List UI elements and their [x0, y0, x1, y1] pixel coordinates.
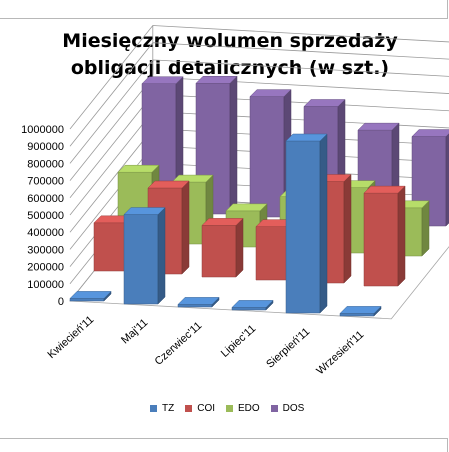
legend-item-dos: DOS: [270, 402, 305, 414]
y-tick-label: 200000: [27, 262, 64, 274]
legend-label-dos: DOS: [282, 402, 305, 414]
y-tick-label: 400000: [27, 227, 64, 239]
x-category-label: Sierpień'11: [264, 326, 312, 371]
bar-tz-1: [123, 206, 166, 305]
y-axis-ticks: 0 100000 200000 300000 400000 500000 600000 700…: [21, 124, 64, 308]
legend-item-coi: COI: [185, 403, 215, 414]
x-category-label: Lipiec'11: [219, 323, 258, 360]
x-axis-categories: Kwiecień'11 Maj'11 Czerwiec'11 Lipiec'11 Sie…: [46, 314, 367, 378]
bar-tz-3: [231, 299, 274, 311]
y-tick-label: 900000: [27, 141, 64, 153]
y-tick-label: 800000: [27, 158, 64, 170]
legend-swatch-dos: [270, 404, 278, 412]
legend-swatch-coi: [185, 404, 193, 412]
legend-label-coi: COI: [197, 402, 215, 414]
y-tick-label: 500000: [27, 210, 64, 222]
legend-swatch-tz: [150, 404, 157, 412]
bar-tz-4: [285, 133, 328, 314]
y-tick-label: 700000: [27, 176, 64, 188]
x-category-label: Wrzesień'11: [314, 329, 366, 378]
legend-label-tz: TZ: [162, 402, 175, 414]
x-category-label: Maj'11: [119, 317, 150, 347]
x-category-label: Kwiecień'11: [46, 314, 97, 361]
top-bar: [0, 0, 448, 19]
bar-tz-2: [177, 296, 220, 308]
y-tick-label: 600000: [27, 193, 64, 205]
bottom-bar: [0, 438, 448, 452]
bar-tz-5: [339, 305, 382, 317]
y-tick-label: 0: [58, 296, 64, 308]
x-category-label: Czerwiec'11: [153, 320, 205, 368]
bar-tz-0: [69, 290, 112, 302]
chart-bars: [69, 75, 449, 317]
legend-item-edo: EDO: [226, 403, 260, 414]
chart-title-line-1: Miesięczny wolumen sprzedaży: [62, 30, 398, 52]
y-tick-label: 300000: [27, 244, 64, 256]
legend-swatch-edo: [226, 404, 233, 412]
y-tick-label: 100000: [27, 279, 64, 291]
y-tick-label: 1000000: [21, 124, 64, 136]
bar-coi-2: [201, 217, 244, 278]
bar-coi-5: [363, 185, 406, 287]
chart-legend: TZ COI EDO DOS: [150, 400, 315, 416]
legend-label-edo: EDO: [238, 402, 260, 414]
legend-item-tz: TZ: [150, 403, 174, 414]
